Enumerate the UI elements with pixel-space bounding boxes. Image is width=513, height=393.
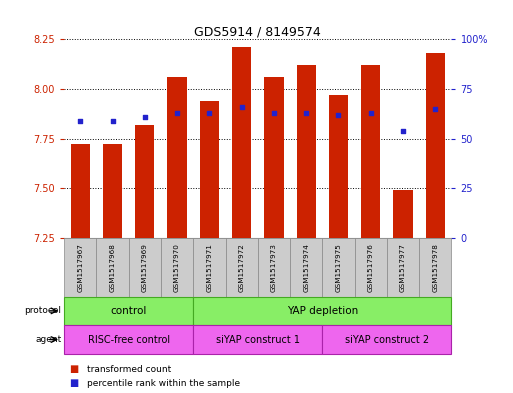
- Bar: [258, 238, 290, 297]
- Text: protocol: protocol: [25, 307, 62, 315]
- Bar: [167, 77, 187, 238]
- Bar: [193, 238, 226, 297]
- Point: [108, 118, 116, 124]
- Text: agent: agent: [35, 335, 62, 344]
- Bar: [71, 145, 90, 238]
- Text: ■: ■: [69, 364, 78, 375]
- Bar: [96, 238, 129, 297]
- Bar: [200, 101, 219, 238]
- Bar: [322, 238, 354, 297]
- Point: [238, 104, 246, 110]
- Bar: [419, 238, 451, 297]
- Text: control: control: [110, 306, 147, 316]
- Text: GSM1517973: GSM1517973: [271, 243, 277, 292]
- Bar: [290, 238, 322, 297]
- Text: GSM1517972: GSM1517972: [239, 243, 245, 292]
- Point: [141, 114, 149, 120]
- Text: GSM1517967: GSM1517967: [77, 243, 83, 292]
- Text: GSM1517971: GSM1517971: [206, 243, 212, 292]
- Bar: [193, 297, 451, 325]
- Text: GSM1517976: GSM1517976: [368, 243, 374, 292]
- Text: GSM1517977: GSM1517977: [400, 243, 406, 292]
- Bar: [393, 190, 412, 238]
- Bar: [387, 238, 419, 297]
- Bar: [64, 297, 193, 325]
- Bar: [161, 238, 193, 297]
- Text: GSM1517970: GSM1517970: [174, 243, 180, 292]
- Text: transformed count: transformed count: [87, 365, 171, 374]
- Bar: [64, 238, 96, 297]
- Bar: [135, 125, 154, 238]
- Text: RISC-free control: RISC-free control: [88, 334, 170, 345]
- Point: [76, 118, 84, 124]
- Text: GSM1517969: GSM1517969: [142, 243, 148, 292]
- Bar: [361, 65, 381, 238]
- Point: [270, 110, 278, 116]
- Bar: [329, 95, 348, 238]
- Bar: [322, 325, 451, 354]
- Bar: [232, 47, 251, 238]
- Text: YAP depletion: YAP depletion: [287, 306, 358, 316]
- Bar: [64, 325, 193, 354]
- Bar: [297, 65, 316, 238]
- Text: GSM1517978: GSM1517978: [432, 243, 438, 292]
- Point: [399, 127, 407, 134]
- Point: [367, 110, 375, 116]
- Bar: [426, 53, 445, 238]
- Text: GSM1517975: GSM1517975: [336, 243, 342, 292]
- Title: GDS5914 / 8149574: GDS5914 / 8149574: [194, 25, 321, 38]
- Bar: [354, 238, 387, 297]
- Point: [205, 110, 213, 116]
- Point: [334, 112, 343, 118]
- Text: ■: ■: [69, 378, 78, 388]
- Bar: [226, 238, 258, 297]
- Bar: [103, 145, 122, 238]
- Bar: [264, 77, 284, 238]
- Text: percentile rank within the sample: percentile rank within the sample: [87, 379, 240, 387]
- Point: [173, 110, 181, 116]
- Point: [431, 106, 440, 112]
- Point: [302, 110, 310, 116]
- Bar: [193, 325, 322, 354]
- Text: siYAP construct 2: siYAP construct 2: [345, 334, 429, 345]
- Text: GSM1517968: GSM1517968: [110, 243, 115, 292]
- Bar: [129, 238, 161, 297]
- Text: siYAP construct 1: siYAP construct 1: [216, 334, 300, 345]
- Text: GSM1517974: GSM1517974: [303, 243, 309, 292]
